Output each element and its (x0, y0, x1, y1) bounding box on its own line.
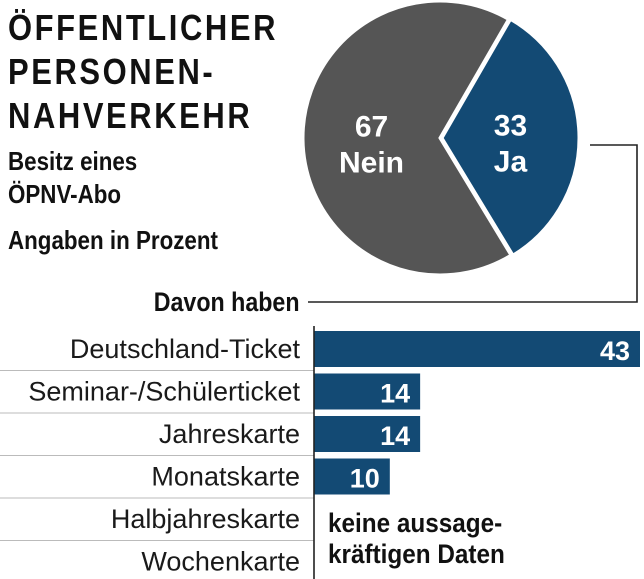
pie-name-label-ja: Ja (494, 145, 528, 178)
no-data-note: keine aussage- kräftigen Daten (328, 508, 505, 569)
unit-label: Angaben in Prozent (8, 225, 218, 255)
pie-value-label-nein: 67 (355, 111, 388, 144)
chart-subtitle: Besitz eines ÖPNV-Abo (8, 146, 138, 209)
bar-category-label-monatskarte: Monatskarte (151, 462, 300, 492)
bar-category-label-jahreskarte: Jahreskarte (159, 419, 300, 449)
bar-deutschland-ticket (314, 331, 640, 367)
bar-value-label-monatskarte: 10 (350, 464, 380, 494)
breakdown-heading: Davon haben (154, 287, 300, 317)
bar-monatskarte (314, 458, 390, 495)
bar-category-label-deutschland-ticket: Deutschland-Ticket (70, 334, 301, 364)
bar-category-label-seminar-schülerticket: Seminar-/Schülerticket (28, 377, 300, 407)
pie-slice-ja (440, 17, 581, 258)
bar-value-label-jahreskarte: 14 (380, 421, 410, 451)
pie-slice-nein (301, 0, 514, 277)
pie-name-label-nein: Nein (339, 147, 404, 180)
bar-value-label-seminar-schülerticket: 14 (380, 379, 410, 409)
bar-category-label-wochenkarte: Wochenkarte (141, 547, 300, 577)
connector-line (308, 144, 638, 303)
chart-title: ÖFFENTLICHER PERSONEN- NAHVERKEHR (8, 7, 279, 136)
pie-value-label-ja: 33 (494, 109, 527, 142)
bar-jahreskarte (314, 416, 421, 452)
bar-seminar-schülerticket (314, 373, 421, 410)
bar-category-label-halbjahreskarte: Halbjahreskarte (111, 504, 300, 534)
bar-value-label-deutschland-ticket: 43 (600, 336, 630, 366)
